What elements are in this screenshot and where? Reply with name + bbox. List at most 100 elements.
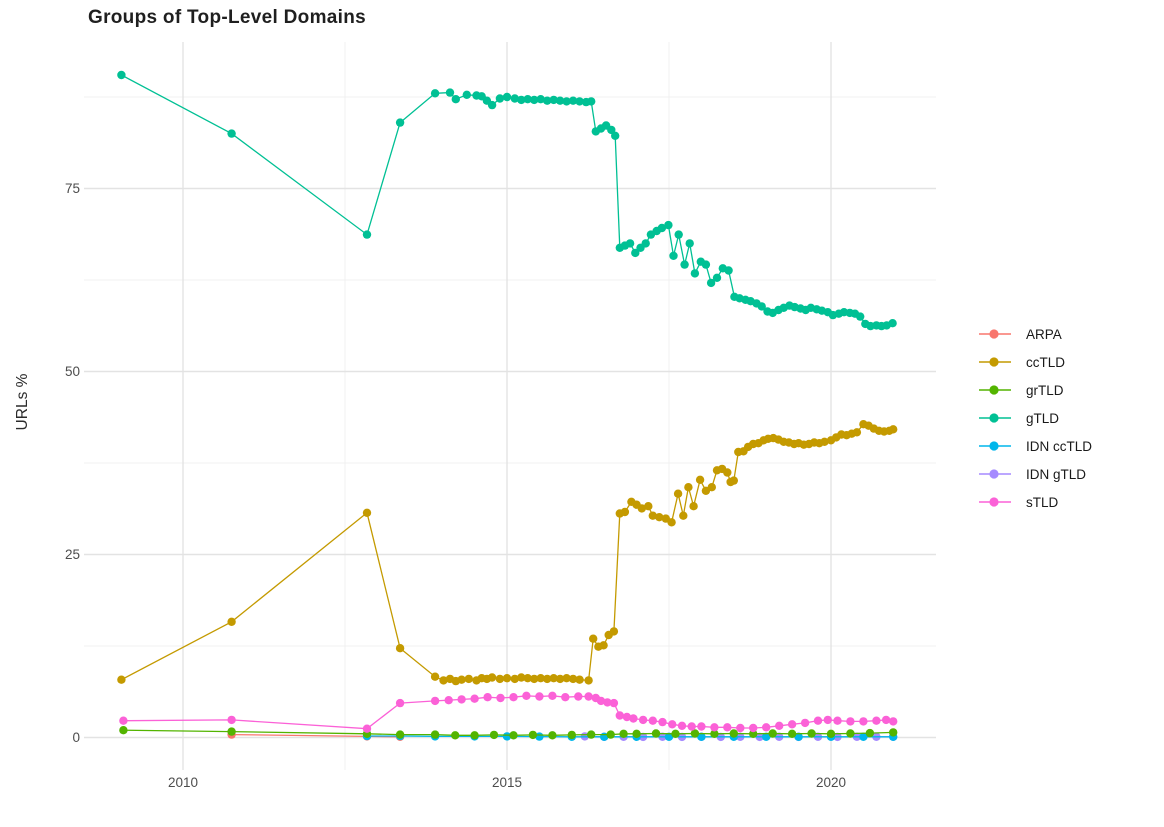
legend-key-icon — [979, 385, 1011, 395]
data-point-stld — [603, 698, 612, 707]
data-point-grtld — [889, 728, 898, 737]
data-point-gtld — [549, 95, 558, 105]
data-point-grtld — [787, 729, 797, 738]
data-point-grtld — [587, 730, 596, 739]
data-point-cctld — [584, 676, 593, 685]
legend-item-grtld: grTLD — [978, 376, 1092, 404]
data-point-stld — [787, 720, 797, 729]
data-point-stld — [658, 717, 667, 727]
x-tick-label: 2015 — [491, 775, 523, 790]
data-point-cctld — [589, 634, 598, 643]
data-point-grtld — [865, 728, 875, 738]
x-tick-label: 2010 — [167, 775, 199, 790]
data-point-stld — [561, 693, 570, 702]
data-point-gtld — [625, 239, 635, 248]
data-point-gtld — [724, 266, 733, 275]
data-point-cctld — [648, 511, 657, 520]
data-point-gtld — [462, 90, 471, 100]
legend-item-label: IDN gTLD — [1026, 466, 1087, 482]
x-tick-label: 2020 — [815, 775, 847, 790]
data-point-stld — [833, 716, 842, 725]
data-point-cctld — [852, 428, 862, 437]
data-point-gtld — [888, 319, 897, 328]
data-point-gtld — [641, 239, 650, 248]
legend-key-icon — [979, 441, 1011, 451]
data-point-cctld — [723, 468, 732, 477]
legend-item-idn-cctld: IDN ccTLD — [978, 432, 1092, 460]
data-point-grtld — [651, 729, 661, 738]
data-point-gtld — [757, 302, 766, 311]
data-point-cctld — [555, 674, 565, 684]
legend: ARPA ccTLD grTLD gTLD IDN ccTLD IDN gTLD sTLD — [978, 320, 1092, 516]
data-point-cctld — [689, 502, 698, 511]
data-point-grtld — [470, 731, 479, 740]
y-tick-label: 25 — [64, 546, 80, 562]
data-point-grtld — [119, 726, 128, 735]
data-point-gtld — [430, 89, 440, 98]
data-point-gtld — [685, 239, 694, 248]
data-point-gtld — [674, 230, 683, 239]
data-point-gtld — [631, 248, 640, 258]
data-point-grtld — [710, 729, 719, 738]
data-point-cctld — [495, 674, 505, 684]
data-point-gtld — [536, 95, 545, 104]
data-point-grtld — [451, 731, 460, 740]
gridlines-minor — [84, 42, 936, 770]
data-point-cctld — [536, 674, 545, 683]
data-point-gtld — [227, 129, 236, 138]
data-point-gtld — [445, 88, 455, 97]
data-point-stld — [710, 723, 719, 732]
data-point-cctld — [820, 437, 829, 446]
data-point-gtld — [664, 220, 673, 230]
data-point-gtld — [362, 230, 372, 239]
data-point-cctld — [684, 483, 693, 492]
data-point-stld — [677, 721, 687, 730]
data-point-gtld — [530, 95, 539, 105]
data-point-gtld — [611, 131, 620, 140]
data-point-gtld — [856, 312, 865, 321]
data-point-idn-cctld — [859, 732, 868, 741]
data-point-cctld — [637, 504, 646, 513]
data-point-stld — [749, 723, 758, 733]
data-point-stld — [609, 698, 619, 708]
data-point-stld — [395, 698, 405, 708]
data-point-gtld — [502, 92, 512, 102]
data-point-stld — [430, 696, 440, 706]
data-point-cctld — [673, 489, 683, 498]
data-point-stld — [872, 716, 881, 725]
data-point-grtld — [826, 729, 836, 738]
legend-item-idn-gtld: IDN gTLD — [978, 460, 1092, 488]
data-point-gtld — [555, 96, 565, 105]
data-point-cctld — [609, 627, 619, 636]
data-point-stld — [548, 691, 557, 700]
data-point-stld — [596, 696, 606, 706]
data-point-stld — [813, 716, 823, 725]
data-point-gtld — [487, 100, 497, 110]
data-point-grtld — [528, 730, 538, 740]
data-point-stld — [697, 722, 706, 731]
data-point-cctld — [523, 674, 532, 683]
series-cctld — [117, 420, 898, 686]
data-point-grtld — [671, 729, 680, 738]
data-point-cctld — [457, 675, 466, 684]
data-point-cctld — [575, 675, 584, 684]
data-point-cctld — [510, 674, 519, 684]
data-point-cctld — [530, 674, 539, 684]
data-point-stld — [648, 716, 657, 725]
data-point-gtld — [657, 223, 667, 233]
data-point-stld — [119, 716, 128, 725]
data-point-gtld — [568, 96, 578, 105]
data-point-cctld — [599, 641, 608, 650]
data-point-grtld — [619, 729, 628, 738]
data-point-cctld — [549, 674, 558, 683]
legend-item-label: ccTLD — [1026, 354, 1066, 370]
data-point-cctld — [543, 674, 552, 684]
data-point-idn-cctld — [502, 732, 512, 741]
data-point-idn-cctld — [762, 732, 771, 741]
data-point-cctld — [655, 513, 664, 522]
data-point-stld — [668, 720, 677, 729]
data-point-stld — [762, 723, 771, 732]
data-point-stld — [687, 722, 696, 731]
data-point-cctld — [679, 511, 688, 520]
data-point-stld — [638, 715, 648, 725]
